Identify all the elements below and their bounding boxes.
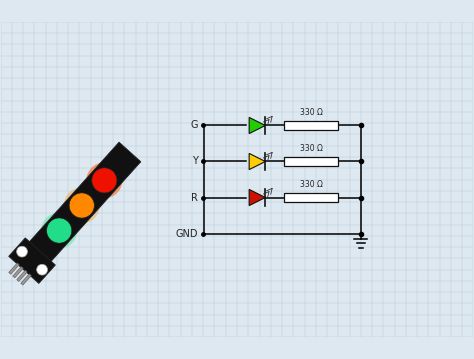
- Circle shape: [17, 246, 27, 257]
- Circle shape: [41, 213, 77, 248]
- Circle shape: [36, 264, 47, 275]
- Polygon shape: [249, 153, 265, 169]
- Text: 330 Ω: 330 Ω: [300, 144, 323, 153]
- Text: 330 Ω: 330 Ω: [300, 108, 323, 117]
- Text: GND: GND: [175, 229, 198, 238]
- Circle shape: [92, 168, 117, 193]
- Text: G: G: [191, 121, 198, 130]
- Circle shape: [69, 193, 94, 218]
- Polygon shape: [17, 270, 27, 281]
- Circle shape: [64, 187, 100, 224]
- Bar: [284, 157, 338, 167]
- Bar: [284, 192, 338, 202]
- Polygon shape: [13, 267, 23, 278]
- Polygon shape: [23, 142, 141, 269]
- Bar: [284, 121, 338, 130]
- Circle shape: [86, 162, 122, 199]
- Text: R: R: [191, 192, 198, 202]
- Polygon shape: [249, 117, 265, 134]
- Polygon shape: [21, 274, 31, 285]
- Text: 330 Ω: 330 Ω: [300, 181, 323, 190]
- Circle shape: [46, 218, 72, 243]
- Polygon shape: [249, 190, 265, 206]
- Polygon shape: [9, 238, 55, 283]
- Polygon shape: [9, 263, 19, 274]
- Text: Y: Y: [192, 157, 198, 167]
